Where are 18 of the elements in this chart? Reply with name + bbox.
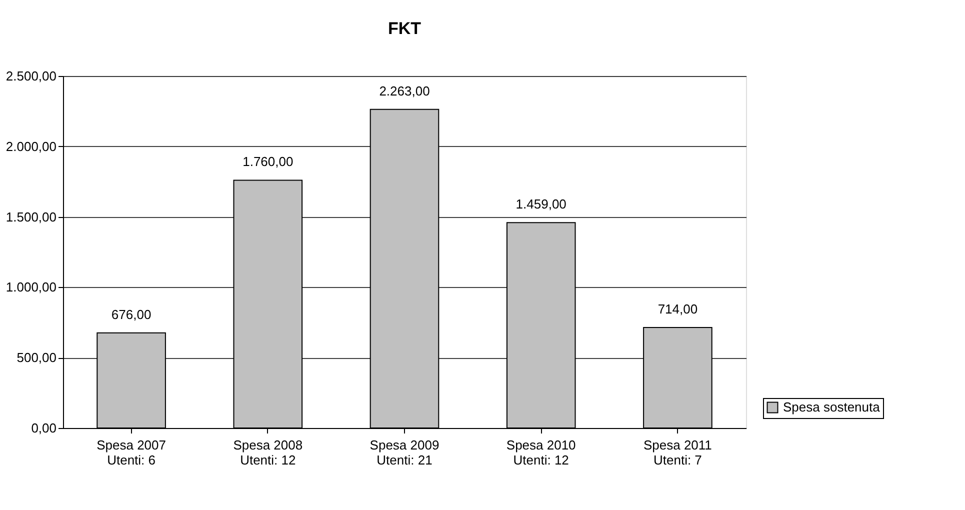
y-tick-label: 1.500,00 <box>6 209 56 224</box>
y-tick-label: 2.000,00 <box>6 138 56 154</box>
data-label: 714,00 <box>658 301 698 316</box>
data-label: 1.459,00 <box>516 196 566 212</box>
y-tick-label: 0,00 <box>31 420 56 436</box>
legend-label: Spesa sostenuta <box>783 400 881 414</box>
chart-title: FKT <box>388 19 422 38</box>
y-tick-label: 500,00 <box>16 350 56 366</box>
x-tick-label: Spesa 2007 Utenti: 6 <box>96 438 166 468</box>
data-label: 676,00 <box>111 306 152 322</box>
x-tick-label: Spesa 2008 Utenti: 12 <box>233 438 303 468</box>
y-tick-label: 1.000,00 <box>6 280 56 295</box>
x-tick-label: Spesa 2009 Utenti: 21 <box>370 438 440 468</box>
data-label: 1.760,00 <box>242 154 294 170</box>
data-label: 2.263,00 <box>379 83 430 98</box>
x-tick-label: Spesa 2011 Utenti: 7 <box>643 438 712 468</box>
x-tick-label: Spesa 2010 Utenti: 12 <box>506 438 576 468</box>
y-tick-label: 2.500,00 <box>6 68 56 84</box>
